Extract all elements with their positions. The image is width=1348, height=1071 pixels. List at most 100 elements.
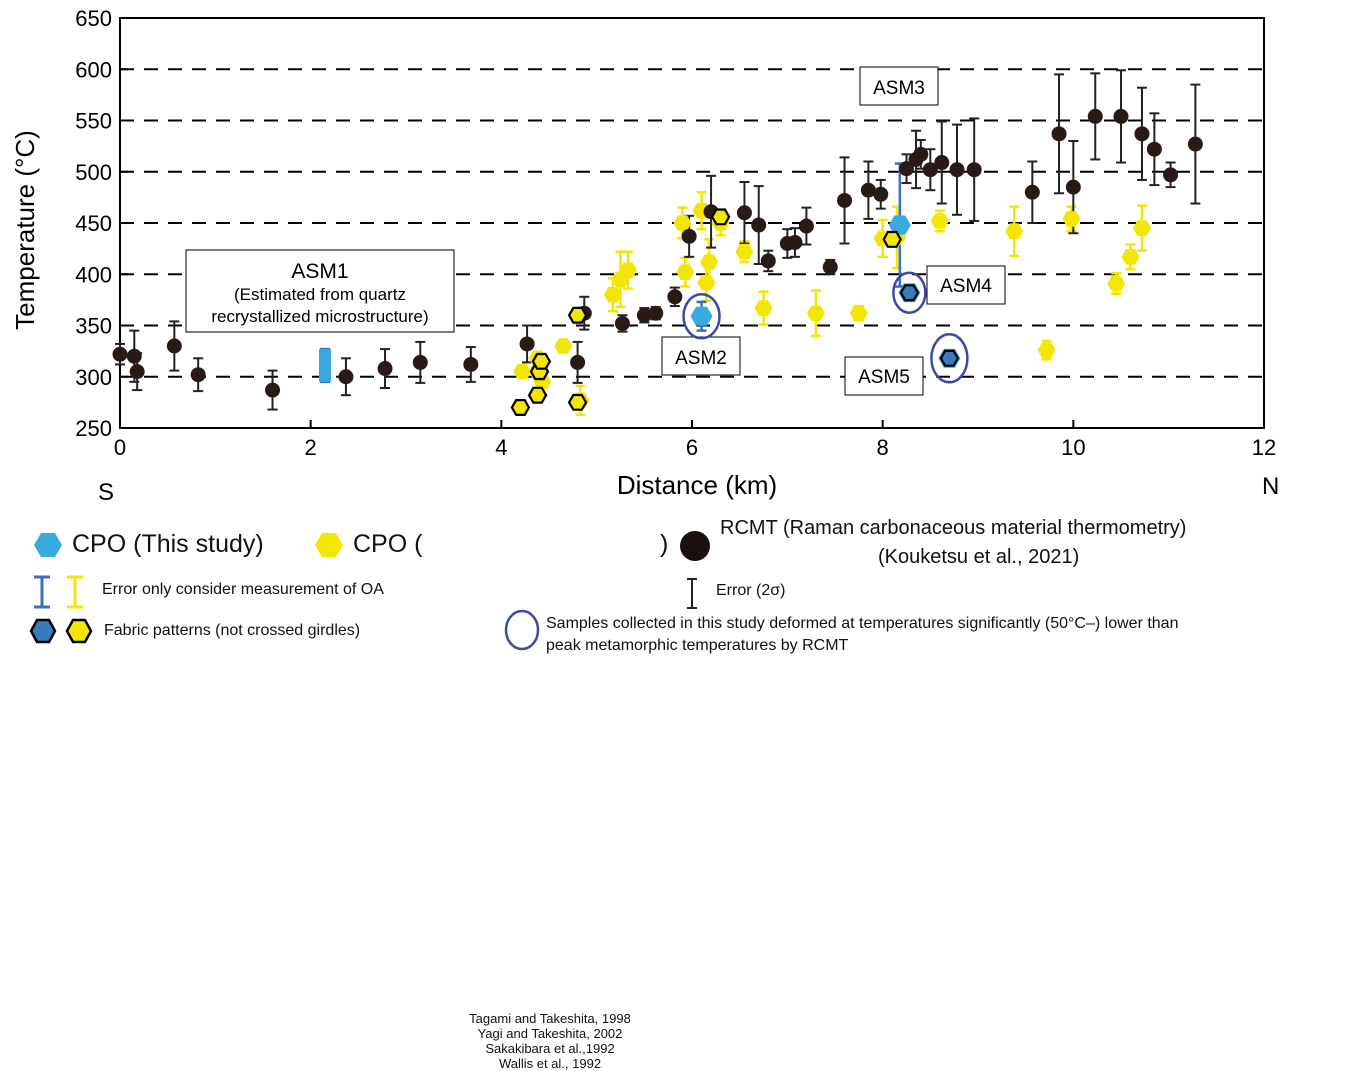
cpo-previous-point-22 (930, 213, 949, 229)
legend-ref-3: Sakakibara et al.,1992 (485, 1041, 615, 1056)
legend-yellow-hexagon-icon (315, 533, 343, 557)
legend-ref-2: Yagi and Takeshita, 2002 (477, 1026, 623, 1041)
legend-yellow-errorbar-icon (67, 575, 83, 609)
chart-area: 250 300 350 400 450 500 550 600 650 0 2 4 6 8 10 12 Dis… (10, 6, 1279, 500)
x-tick-label-6: 6 (686, 435, 698, 460)
rcmt-point-5 (265, 382, 281, 398)
rcmt-point-16 (667, 289, 683, 305)
asm1-line1: (Estimated from quartz (234, 285, 406, 304)
fabric-pattern-point-6 (710, 208, 731, 226)
cpo-previous-point-25 (1062, 211, 1081, 227)
cpo-previous-point-19 (849, 305, 868, 321)
sample-rings (682, 271, 969, 384)
x-tick-label-8: 8 (877, 435, 889, 460)
rcmt-point-24 (798, 218, 814, 234)
legend-ref-1: Tagami and Takeshita, 1998 (469, 1011, 631, 1026)
axis-ticks (119, 17, 1265, 429)
fabric-pattern-point-5 (567, 393, 588, 411)
x-axis-label: Distance (km) (617, 470, 777, 500)
rcmt-point-31 (913, 146, 929, 162)
legend-symbols (29, 531, 710, 651)
cpo-previous-point-18 (806, 305, 825, 321)
legend-yellow-outlined-hexagon-icon (65, 618, 93, 644)
legend-error-2s: Error (2σ) (716, 582, 786, 599)
y-tick-label-250: 250 (75, 416, 112, 441)
rcmt-point-25 (822, 259, 838, 275)
fabric-pattern-point-9 (939, 349, 960, 367)
rcmt-point-13 (614, 315, 630, 331)
legend-cpo-this-study: CPO (This study) (72, 530, 264, 558)
legend-blue-hexagon-icon (34, 533, 62, 557)
cpo-previous-point-14 (700, 254, 719, 270)
fabric-pattern-point-1 (527, 386, 548, 404)
legend-ring-icon (504, 609, 540, 651)
cpo-previous-point-28 (1133, 220, 1151, 236)
error-bars (115, 69, 1201, 416)
cpo-previous-point-9 (619, 262, 638, 278)
x-tick-label-12: 12 (1252, 435, 1276, 460)
rcmt-point-17 (681, 228, 697, 244)
rcmt-point-27 (860, 182, 876, 198)
fabric-pattern-point-0 (510, 399, 531, 416)
cpo-previous-point-24 (1037, 342, 1056, 358)
asm1-annotation: ASM1 (Estimated from quartz recrystalliz… (185, 249, 455, 333)
rcmt-point-34 (949, 162, 965, 178)
cpo-previous-point-13 (697, 274, 716, 291)
rcmt-point-7 (377, 361, 393, 377)
rcmt-point-36 (1024, 184, 1040, 200)
legend: CPO (This study) CPO ( Tagami and Takesh… (0, 500, 1348, 1071)
legend-cpo-prefix: CPO ( (353, 530, 423, 558)
legend-references: Tagami and Takeshita, 1998 Yagi and Take… (440, 1011, 660, 1071)
asm3-annotation: ASM3 (859, 66, 939, 106)
legend-error-oa: Error only consider measurement of OA (102, 581, 384, 598)
rcmt-point-15 (648, 305, 664, 321)
legend-rcmt-line2: (Kouketsu et al., 2021) (878, 546, 1080, 568)
y-tick-label-350: 350 (75, 314, 112, 339)
rcmt-point-14 (636, 307, 652, 323)
legend-ref-4: Wallis et al., 1992 (498, 1056, 602, 1071)
asm4-annotation: ASM4 (926, 265, 1006, 305)
asm1-line2: recrystallized microstructure) (211, 307, 428, 326)
rcmt-point-32 (922, 162, 938, 178)
cpo-previous-point-16 (735, 243, 754, 260)
fabric-pattern-point-4 (567, 306, 588, 324)
rcmt-point-20 (751, 217, 767, 233)
rcmt-point-38 (1065, 179, 1081, 195)
rcmt-point-44 (1187, 136, 1203, 152)
y-tick-label-650: 650 (75, 6, 112, 31)
asm2-annotation: ASM2 (661, 336, 741, 376)
rcmt-point-23 (787, 234, 803, 250)
rcmt-point-1 (126, 348, 142, 364)
rcmt-point-42 (1146, 141, 1162, 157)
cpo-this-study-bar-asm1 (318, 349, 331, 382)
rcmt-point-11 (570, 354, 586, 370)
cpo-previous-point-17 (754, 300, 773, 316)
rcmt-point-9 (463, 356, 479, 372)
y-tick-label-550: 550 (75, 109, 112, 134)
rcmt-point-0 (112, 346, 128, 362)
cpo-this-study-point-2 (888, 215, 911, 235)
sample-ring-0 (682, 293, 721, 340)
fabric-pattern-point-8 (899, 284, 920, 302)
asm1-title: ASM1 (291, 260, 348, 283)
asm3-label: ASM3 (873, 78, 925, 99)
cpo-previous-point-27 (1121, 249, 1140, 265)
rcmt-point-40 (1113, 108, 1129, 124)
cpo-previous-point-0 (513, 363, 532, 380)
sample-ring-2 (930, 333, 969, 384)
rcmt-point-39 (1087, 108, 1103, 124)
fabric-pattern-point-7 (882, 230, 902, 248)
asm2-label: ASM2 (675, 348, 727, 369)
legend-samples-line1: Samples collected in this study deformed… (546, 615, 1179, 632)
tick-labels: 250 300 350 400 450 500 550 600 650 0 2 4 6 8 10 12 (75, 6, 1276, 460)
asm5-annotation: ASM5 (844, 356, 924, 396)
y-tick-label-500: 500 (75, 160, 112, 185)
legend-blue-outlined-hexagon-icon (29, 618, 57, 644)
data-markers (112, 108, 1203, 416)
rcmt-point-29 (899, 161, 914, 177)
legend-black-errorbar-icon (687, 578, 697, 609)
asm4-label: ASM4 (940, 276, 992, 297)
legend-fabric: Fabric patterns (not crossed girdles) (104, 622, 361, 639)
rcmt-point-28 (873, 186, 889, 202)
rcmt-point-8 (412, 354, 428, 370)
